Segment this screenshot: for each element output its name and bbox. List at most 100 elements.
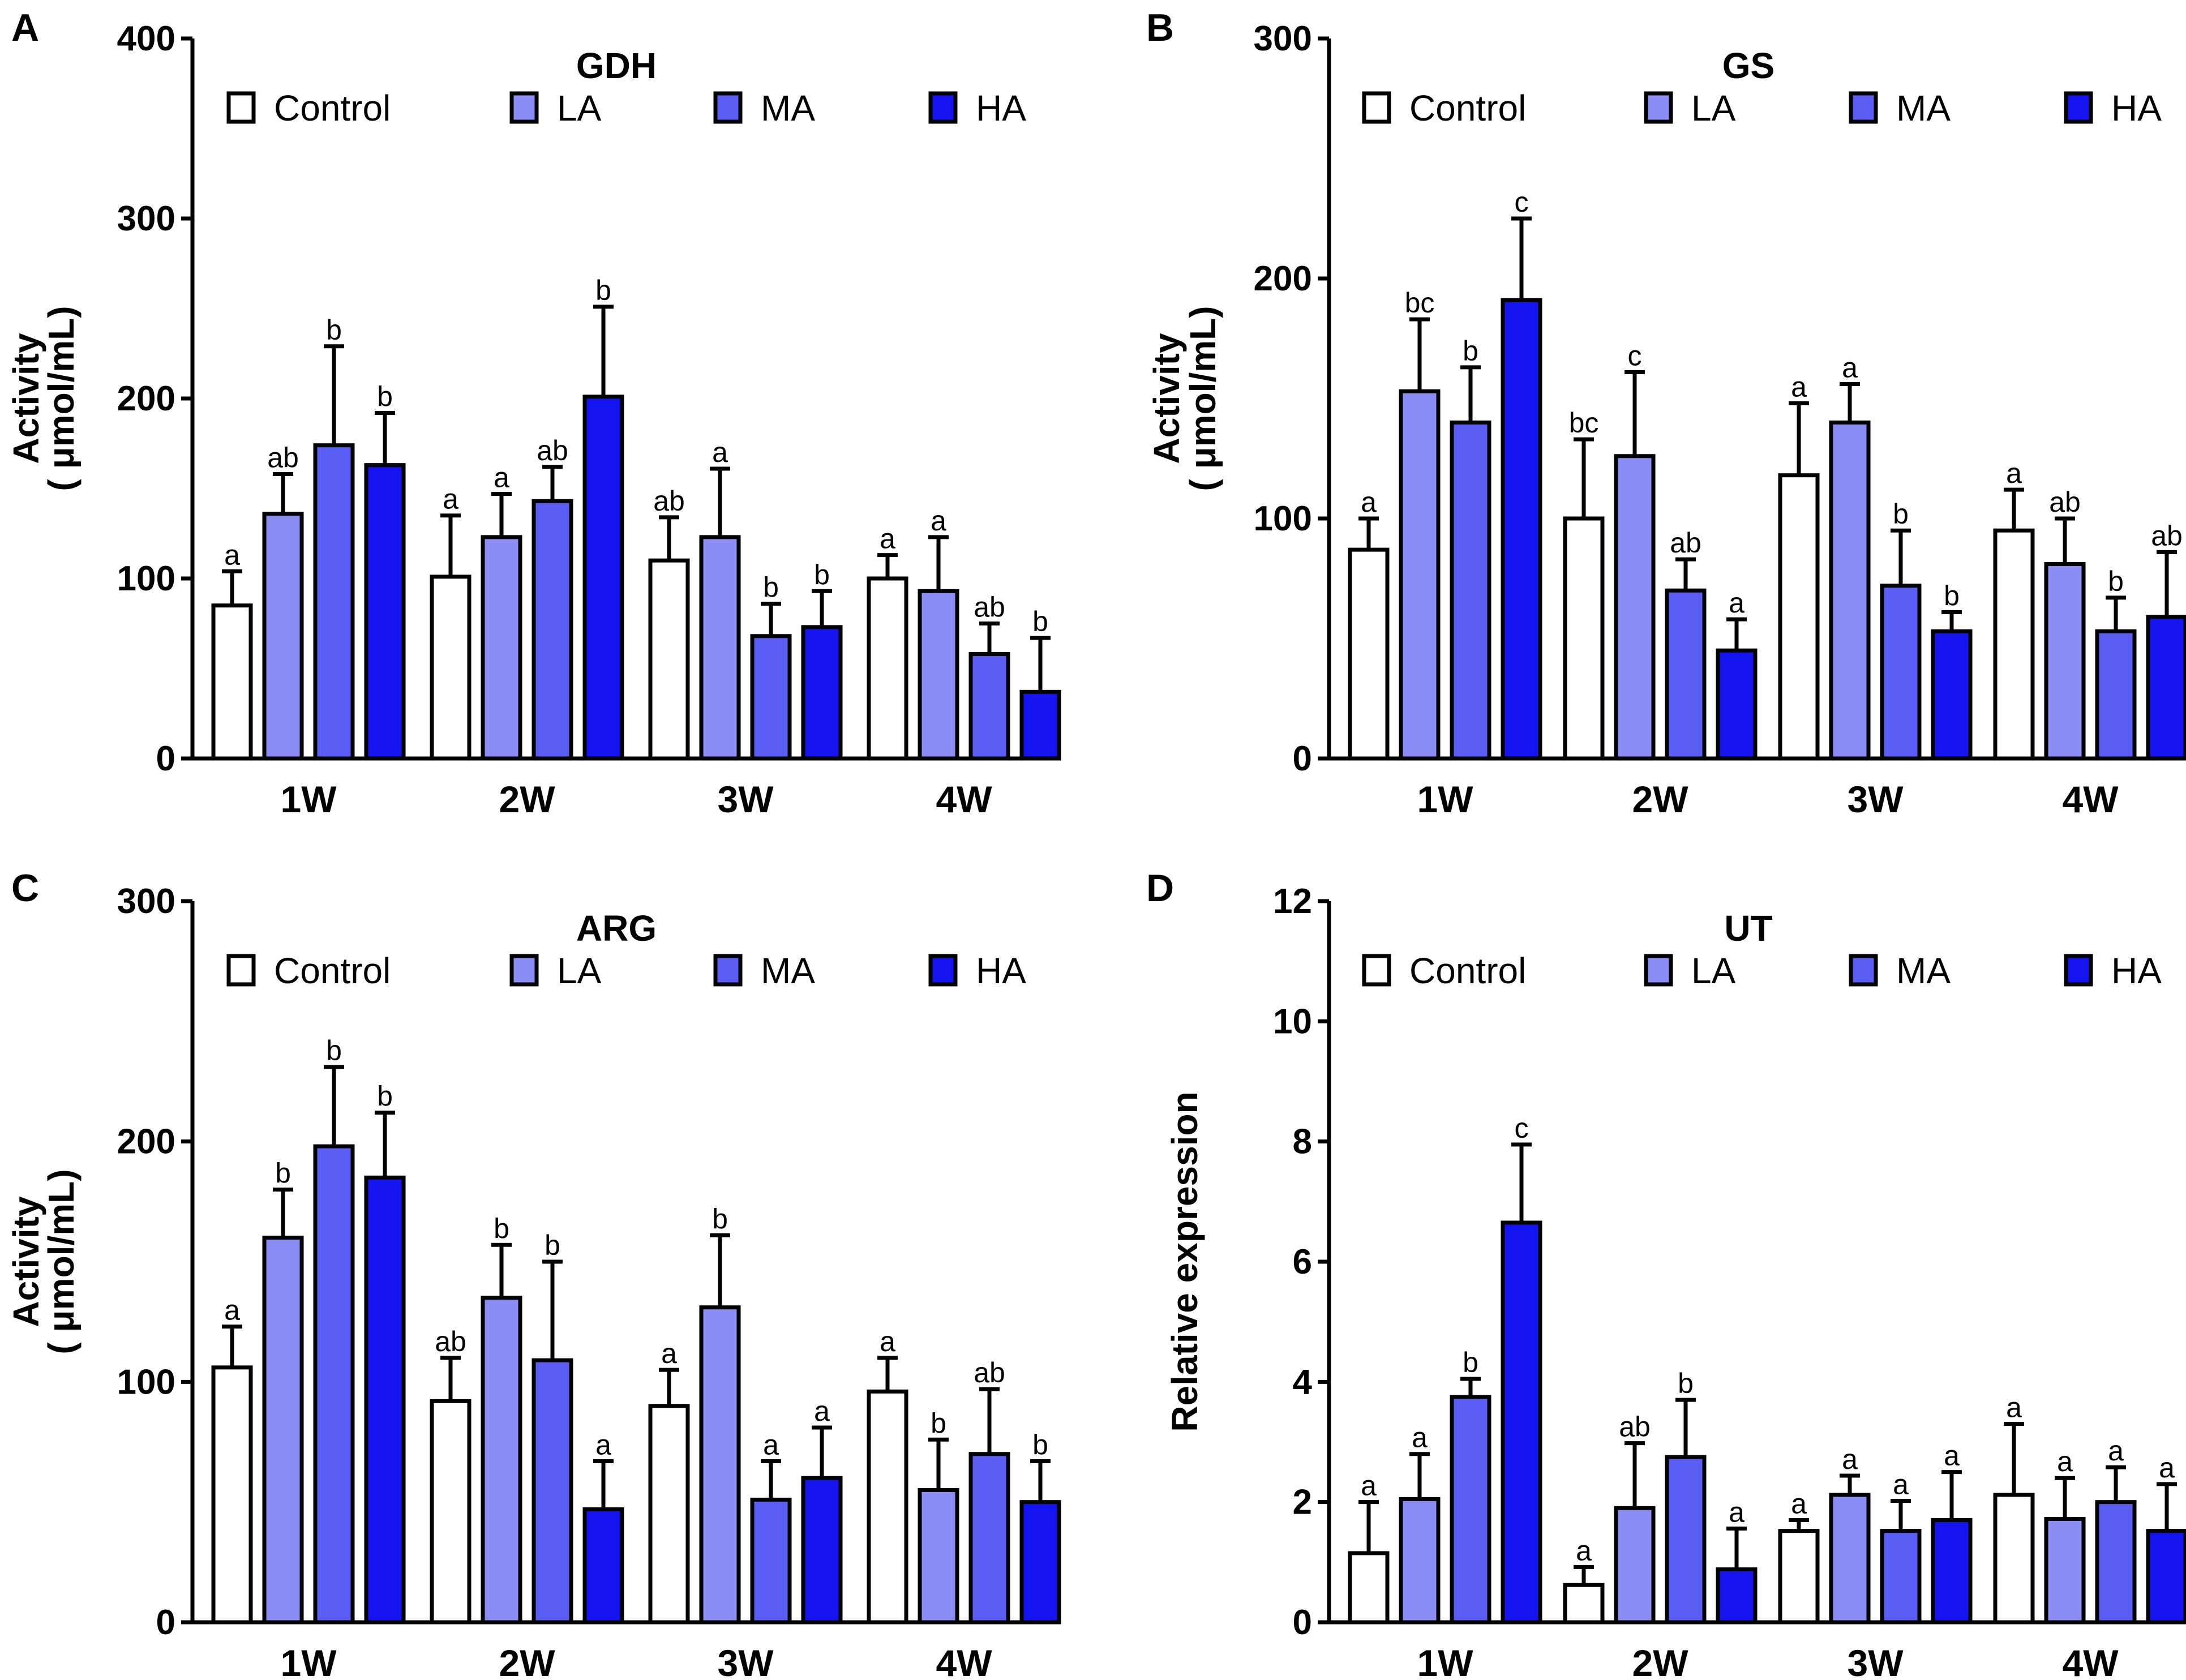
significance-label: ab — [435, 1326, 466, 1357]
panel-label: D — [1146, 867, 1174, 910]
bar-ma-1w — [1450, 420, 1491, 761]
x-tick-label: 1W — [1417, 1642, 1474, 1680]
bar-ha-1w — [1501, 298, 1542, 761]
legend-swatch-control — [1362, 91, 1391, 124]
bar-la-3w — [1829, 1493, 1871, 1625]
y-tick-label: 400 — [117, 19, 175, 58]
significance-label: a — [2057, 1446, 2073, 1477]
bar-control-1w — [1348, 547, 1390, 761]
significance-label: b — [1032, 1429, 1048, 1460]
significance-label: b — [494, 1212, 509, 1244]
significance-label: a — [1842, 1443, 1858, 1475]
bar-la-1w — [262, 1236, 304, 1625]
y-axis-label-units: ( μmol/mL) — [1182, 306, 1223, 491]
bar-ma-1w — [313, 443, 355, 761]
significance-label: a — [1944, 1440, 1960, 1472]
y-axis-label: Relative expression — [1164, 1091, 1205, 1432]
panel-label: A — [11, 6, 39, 49]
y-tick-label: 200 — [1254, 259, 1312, 298]
legend-label-ma: MA — [761, 88, 815, 128]
legend-label-ma: MA — [1896, 950, 1951, 991]
y-axis-label-units: ( μmol/mL) — [41, 306, 82, 491]
x-tick-label: 1W — [281, 1642, 337, 1680]
bar-control-4w — [1993, 528, 2035, 761]
y-axis-label-units: ( μmol/mL) — [41, 1169, 82, 1354]
bar-ha-4w — [1019, 689, 1061, 761]
x-tick-label: 3W — [718, 1642, 774, 1680]
significance-label: a — [763, 1429, 779, 1460]
legend-label-ha: HA — [2111, 950, 2162, 991]
panel-a: A 0 100 200 300 400 Activity( μmol/mL) GDH Contr… — [6, 6, 1061, 820]
significance-label: a — [2159, 1452, 2175, 1484]
significance-label: ab — [2049, 486, 2081, 518]
bar-control-2w — [430, 575, 472, 761]
x-tick-label: 4W — [2063, 1642, 2119, 1680]
bar-ma-1w — [1450, 1395, 1491, 1625]
bar-control-3w — [1778, 1529, 1820, 1625]
significance-label: a — [1361, 1470, 1377, 1502]
bar-control-3w — [648, 1404, 690, 1625]
bar-la-1w — [1399, 389, 1441, 761]
bar-ma-4w — [2095, 1500, 2137, 1625]
bar-ma-2w — [1665, 588, 1707, 761]
significance-label: ab — [2151, 520, 2183, 551]
legend-swatch-la — [1644, 91, 1673, 124]
significance-label: c — [1515, 186, 1529, 218]
x-tick-label: 4W — [936, 778, 993, 820]
bar-la-3w — [699, 535, 741, 761]
bar-control-2w — [430, 1399, 472, 1625]
chart-title: ARG — [576, 908, 657, 949]
significance-label: b — [377, 380, 393, 412]
panel-c: C 0 100 200 300 Activity( μmol/mL) ARG Control L… — [6, 867, 1061, 1680]
significance-label: a — [1791, 1488, 1807, 1520]
x-tick-label: 2W — [499, 778, 556, 820]
significance-label: b — [712, 1203, 728, 1235]
legend-label-la: LA — [557, 950, 602, 991]
bar-ma-3w — [750, 634, 792, 761]
bar-ha-3w — [801, 1476, 843, 1625]
significance-label: b — [931, 1407, 946, 1439]
significance-label: a — [1791, 371, 1807, 402]
legend-swatch-ma — [713, 954, 743, 987]
bar-la-3w — [1829, 420, 1871, 761]
legend-swatch-ma — [1849, 954, 1878, 987]
y-axis-label: Activity — [1146, 333, 1187, 464]
legend-swatch-ha — [928, 91, 958, 124]
significance-label: a — [1842, 352, 1858, 384]
x-tick-label: 3W — [718, 778, 774, 820]
bar-ma-3w — [1880, 1529, 1922, 1625]
significance-label: b — [1893, 498, 1909, 530]
bar-la-2w — [481, 535, 522, 761]
bar-ha-2w — [1716, 1567, 1758, 1625]
significance-label: a — [595, 1429, 611, 1460]
y-tick-label: 4 — [1293, 1362, 1313, 1402]
significance-label: b — [326, 314, 342, 346]
significance-label: b — [595, 275, 611, 306]
bar-ha-2w — [582, 1507, 624, 1625]
significance-label: a — [1576, 1535, 1592, 1566]
bar-la-2w — [1614, 454, 1656, 761]
bar-ma-4w — [2095, 629, 2137, 761]
significance-label: ab — [267, 442, 299, 474]
legend-label-control: Control — [274, 88, 391, 128]
bar-la-4w — [2044, 1516, 2086, 1625]
y-tick-label: 100 — [117, 1362, 175, 1402]
y-tick-label: 0 — [156, 1603, 175, 1642]
significance-label: ab — [653, 485, 685, 517]
y-axis-label: Activity — [6, 333, 46, 464]
significance-label: b — [1032, 606, 1048, 637]
bar-la-1w — [262, 512, 304, 761]
significance-label: b — [326, 1035, 342, 1066]
bar-ha-1w — [364, 463, 406, 761]
significance-label: a — [224, 539, 240, 571]
bar-ha-3w — [1931, 1518, 1973, 1625]
significance-label: a — [1729, 587, 1744, 619]
legend-label-ma: MA — [1896, 88, 1951, 128]
significance-label: b — [2108, 565, 2124, 597]
significance-label: ab — [537, 435, 568, 466]
legend-swatch-ha — [2064, 91, 2093, 124]
y-tick-label: 10 — [1273, 1002, 1312, 1041]
y-tick-label: 6 — [1293, 1242, 1312, 1282]
significance-label: ab — [974, 592, 1005, 623]
